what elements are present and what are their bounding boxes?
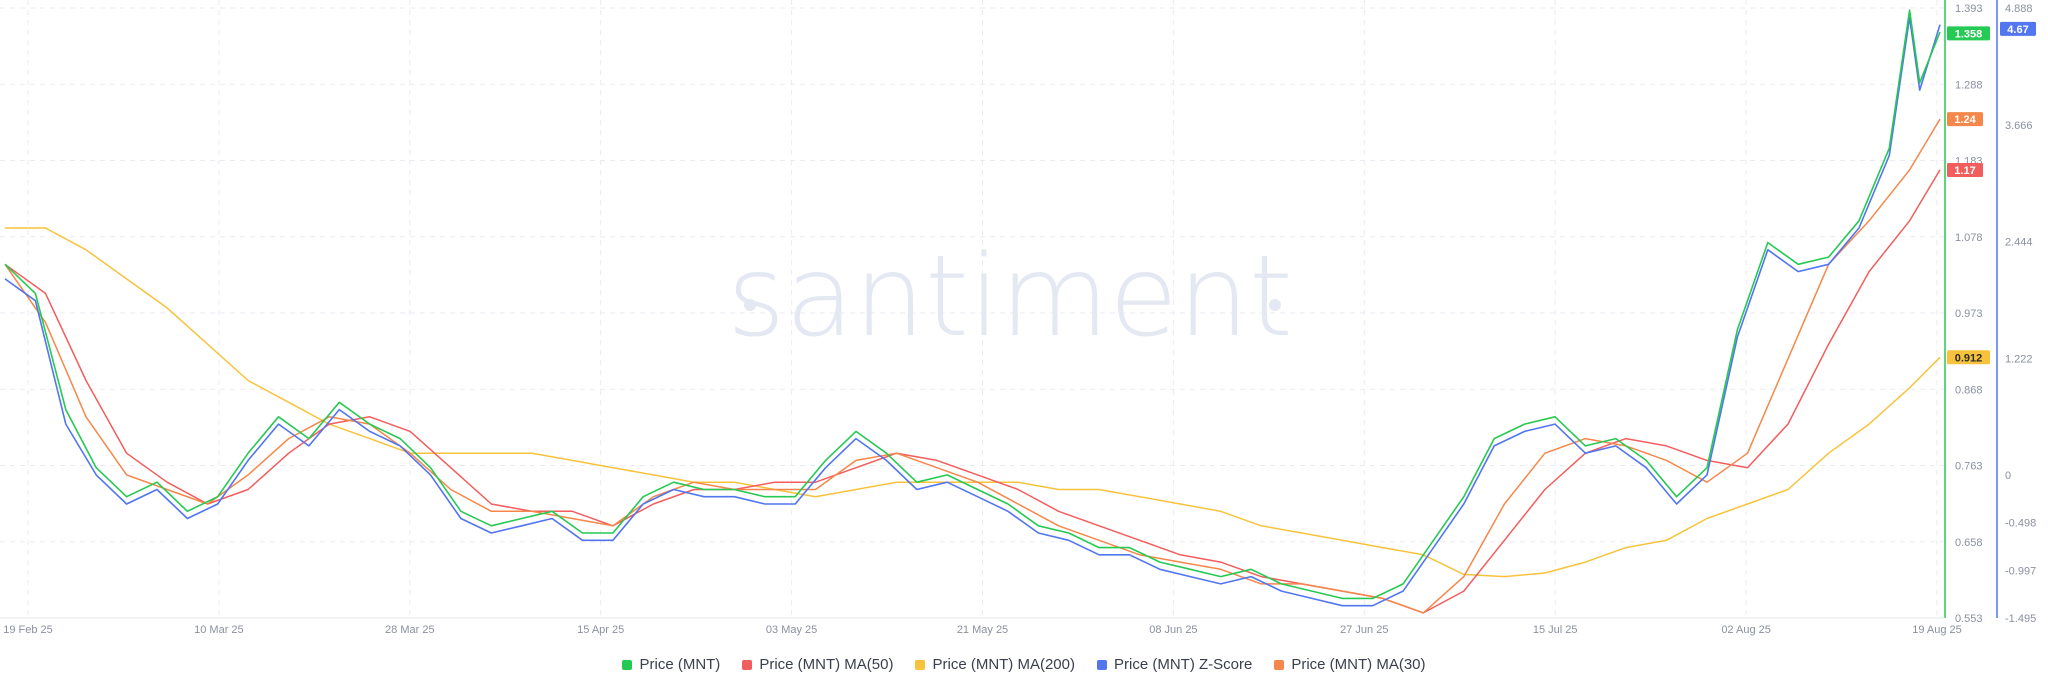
legend-swatch bbox=[1097, 659, 1107, 670]
legend-label: Price (MNT) bbox=[639, 656, 721, 673]
price-tick-label: 1.078 bbox=[1955, 232, 1983, 244]
x-tick-label: 15 Apr 25 bbox=[577, 624, 624, 636]
x-tick-label: 19 Aug 25 bbox=[1912, 624, 1962, 636]
x-tick-label: 02 Aug 25 bbox=[1721, 624, 1771, 636]
series-line-1 bbox=[4, 9, 1941, 600]
zscore-tick-label: 2.444 bbox=[2005, 237, 2033, 249]
x-tick-label: 19 Feb 25 bbox=[3, 624, 53, 636]
price-tick-label: 0.658 bbox=[1955, 537, 1983, 549]
legend-label: Price (MNT) Z-Score bbox=[1114, 656, 1253, 673]
price-tick-label: 0.763 bbox=[1955, 461, 1983, 473]
series-lines bbox=[4, 9, 1941, 614]
x-tick-label: 10 Mar 25 bbox=[194, 624, 244, 636]
price-tick-label: 1.393 bbox=[1955, 3, 1983, 15]
series-line-2 bbox=[4, 169, 1941, 614]
legend-item[interactable]: Price (MNT) Z-Score bbox=[1097, 656, 1252, 673]
x-tick-label: 28 Mar 25 bbox=[385, 624, 435, 636]
zscore-tick-label: -0.997 bbox=[2005, 565, 2036, 577]
legend-swatch bbox=[742, 659, 753, 670]
legend-label: Price (MNT) MA(30) bbox=[1291, 656, 1426, 673]
zscore-tick-label: 0 bbox=[2005, 470, 2011, 482]
value-badge bbox=[1947, 26, 1990, 41]
zscore-tick-label: -1.495 bbox=[2005, 613, 2036, 625]
zscore-tick-label: 1.222 bbox=[2005, 353, 2033, 365]
legend-swatch bbox=[915, 659, 926, 670]
value-badge-label: 1.24 bbox=[1954, 114, 1976, 126]
zscore-tick-label: 3.666 bbox=[2005, 120, 2033, 132]
value-badge bbox=[1947, 162, 1983, 177]
value-badge-label: 1.358 bbox=[1955, 28, 1983, 40]
price-tick-label: 0.868 bbox=[1955, 384, 1983, 396]
legend-item[interactable]: Price (MNT) MA(200) bbox=[915, 656, 1075, 673]
value-badge-label: 4.67 bbox=[2007, 24, 2028, 36]
watermark-dot-right bbox=[1269, 299, 1281, 311]
legend-item[interactable]: Price (MNT) MA(50) bbox=[742, 656, 893, 673]
series-line-4 bbox=[4, 16, 1941, 607]
legend-item[interactable]: Price (MNT) MA(30) bbox=[1274, 656, 1426, 673]
value-badge-label: 0.912 bbox=[1955, 352, 1983, 364]
legend-item[interactable]: Price (MNT) bbox=[622, 656, 720, 673]
value-badge bbox=[2000, 21, 2036, 36]
x-tick-label: 27 Jun 25 bbox=[1340, 624, 1388, 636]
legend-swatch bbox=[622, 659, 633, 670]
price-tick-label: 0.973 bbox=[1955, 308, 1983, 320]
axes: 1.3931.2881.1831.0780.9730.8680.7630.658… bbox=[0, 0, 2036, 636]
x-tick-label: 08 Jun 25 bbox=[1149, 624, 1197, 636]
price-tick-label: 0.553 bbox=[1955, 613, 1983, 625]
x-tick-label: 15 Jul 25 bbox=[1533, 624, 1578, 636]
watermark-dot-left bbox=[744, 299, 756, 311]
legend-label: Price (MNT) MA(200) bbox=[932, 656, 1075, 673]
value-badge-label: 1.17 bbox=[1954, 165, 1975, 177]
x-tick-label: 21 May 25 bbox=[957, 624, 1008, 636]
price-tick-label: 1.288 bbox=[1955, 79, 1983, 91]
legend-swatch bbox=[1274, 659, 1285, 670]
grid bbox=[0, 0, 1945, 619]
chart-legend: Price (MNT) Price (MNT) MA(50) Price (MNT)… bbox=[0, 656, 2048, 673]
zscore-tick-label: 4.888 bbox=[2005, 3, 2033, 15]
zscore-tick-label: -0.498 bbox=[2005, 518, 2036, 530]
x-tick-label: 03 May 25 bbox=[766, 624, 817, 636]
santiment-watermark: santiment bbox=[727, 232, 1293, 362]
legend-label: Price (MNT) MA(50) bbox=[759, 656, 894, 673]
value-badge bbox=[1947, 350, 1990, 365]
value-badge bbox=[1947, 112, 1983, 127]
series-line-5 bbox=[4, 118, 1941, 614]
value-badges: 1.358 1.17 0.912 4.67 1.24 bbox=[1947, 21, 2036, 365]
